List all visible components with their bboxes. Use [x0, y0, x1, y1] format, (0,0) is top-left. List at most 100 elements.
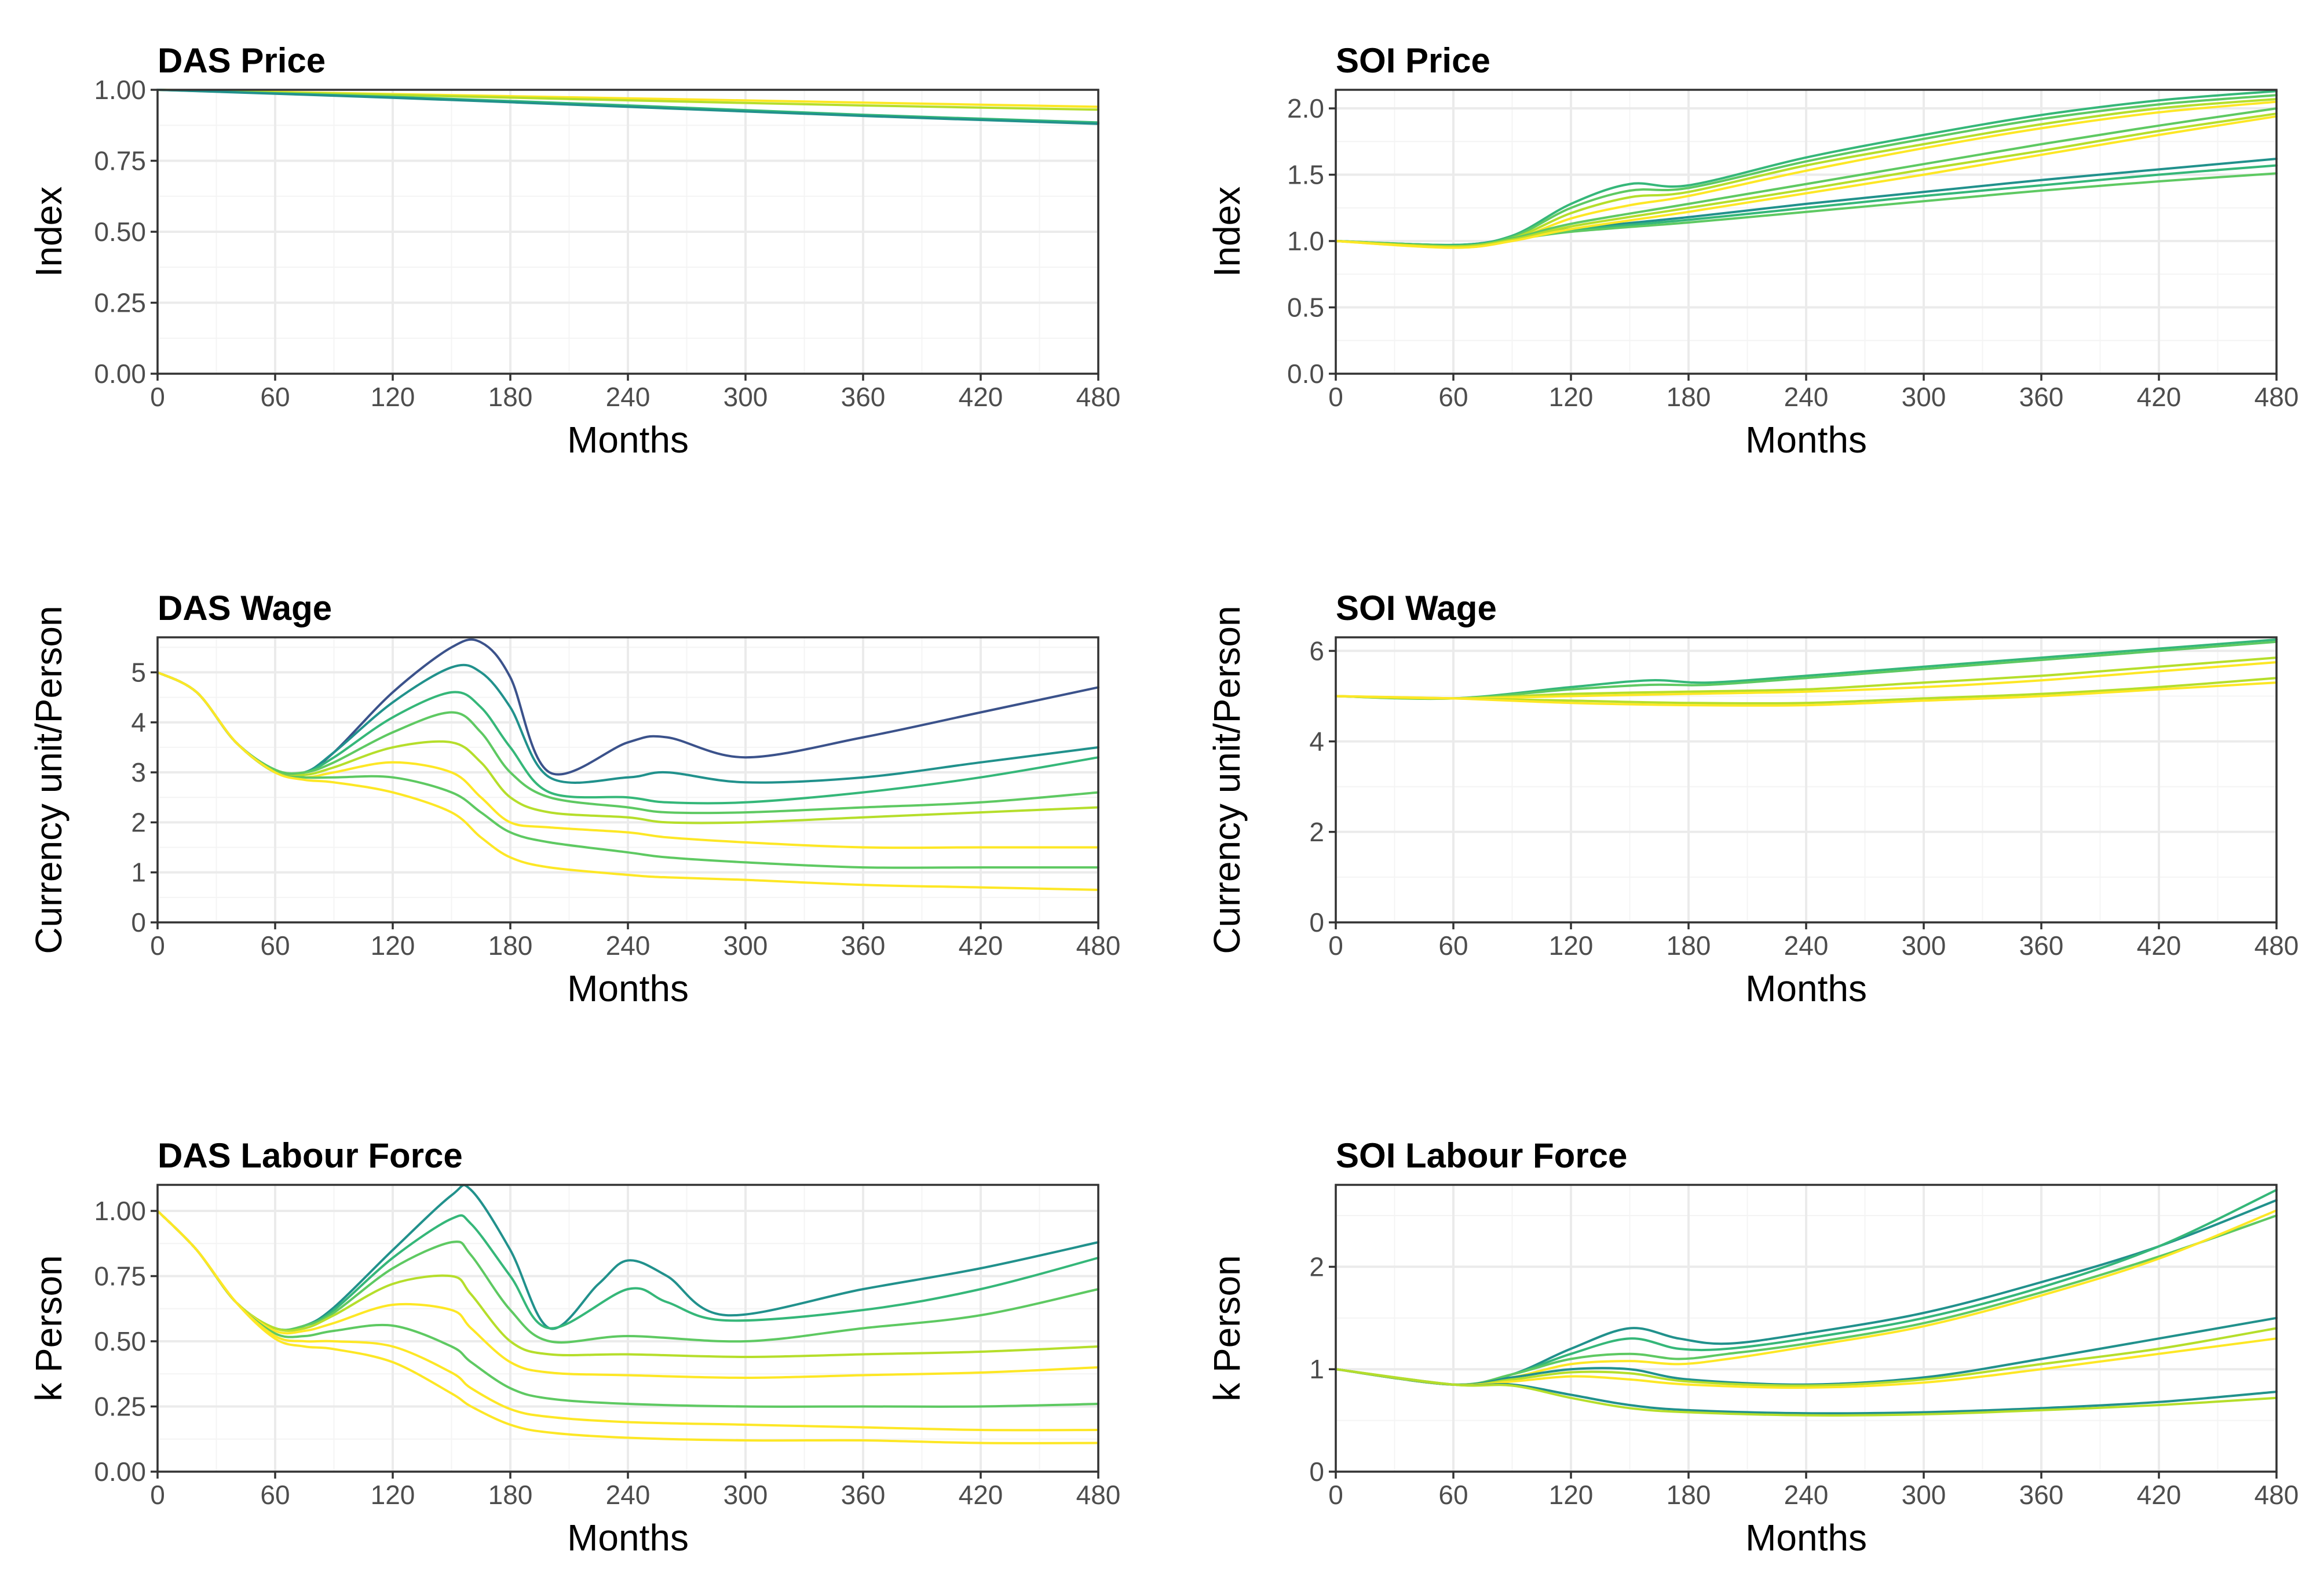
soi-wage-x-tick-label: 480	[2254, 930, 2299, 961]
das-price-panel: 0 60 120 180 240 300 360 420 480 0.00 0.25 0.50 0.75…	[28, 41, 1120, 461]
soi-price-y-tick-label: 1.0	[1287, 226, 1324, 256]
das-labour-x-tick-label: 300	[723, 1480, 768, 1510]
das-wage-x-tick-label: 180	[488, 930, 533, 961]
soi-labour-y-tick-label: 1	[1309, 1354, 1324, 1384]
soi-wage-x-tick-label: 240	[1784, 930, 1829, 961]
das-price-series-line	[156, 89, 1099, 125]
soi-price-x-tick-label: 480	[2254, 382, 2299, 412]
das-labour-series-line	[156, 1210, 1099, 1444]
das-labour-panel: 0 60 120 180 240 300 360 420 480 0.00 0.25 0.50 0.75…	[28, 1136, 1120, 1559]
das-wage-x-tick-label: 60	[260, 930, 290, 961]
soi-wage-panel: 0 60 120 180 240 300 360 420 480 0 2 4 6 SOI Wage Mont…	[1206, 589, 2299, 1009]
soi-labour-x-tick-label: 420	[2137, 1480, 2182, 1510]
soi-labour-x-tick-label: 300	[1902, 1480, 1946, 1510]
soi-price-series-line	[1335, 112, 2278, 248]
das-price-y-tick-label: 0.75	[94, 146, 146, 176]
soi-price-series-line	[1335, 115, 2278, 249]
das-labour-series-line	[156, 1210, 1099, 1358]
soi-labour-y-tick-label: 2	[1309, 1251, 1324, 1282]
das-labour-y-tick-label: 0.00	[94, 1457, 146, 1487]
das-wage-title: DAS Wage	[158, 589, 332, 627]
das-labour-y-axis-label: k Person	[28, 1255, 70, 1402]
das-wage-y-tick-label: 0	[131, 907, 146, 937]
soi-price-x-tick-label: 360	[2019, 382, 2064, 412]
das-wage-y-tick-label: 3	[131, 757, 146, 787]
soi-labour-series-line	[1335, 1327, 2278, 1387]
soi-labour-panel: 0 60 120 180 240 300 360 420 480 0 1 2 SOI Labour Fo…	[1206, 1136, 2299, 1559]
soi-labour-x-tick-label: 240	[1784, 1480, 1829, 1510]
soi-labour-series-line	[1335, 1316, 2278, 1386]
soi-wage-y-tick-label: 4	[1309, 727, 1324, 757]
das-wage-y-tick-label: 2	[131, 807, 146, 837]
das-wage-x-tick-label: 240	[606, 930, 651, 961]
das-price-x-tick-label: 0	[150, 382, 165, 412]
das-labour-title: DAS Labour Force	[158, 1136, 463, 1175]
soi-price-y-tick-label: 0.0	[1287, 359, 1324, 389]
soi-wage-x-tick-label: 0	[1328, 930, 1343, 961]
soi-wage-x-axis-label: Months	[1745, 968, 1867, 1009]
soi-labour-x-axis-label: Months	[1745, 1517, 1867, 1559]
das-price-y-tick-label: 0.50	[94, 217, 146, 247]
soi-wage-y-tick-label: 2	[1309, 817, 1324, 847]
soi-labour-series-line	[1335, 1214, 2278, 1386]
das-labour-y-tick-label: 0.25	[94, 1392, 146, 1422]
das-price-x-tick-label: 420	[959, 382, 1003, 412]
soi-labour-y-tick-label: 0	[1309, 1457, 1324, 1487]
soi-wage-title: SOI Wage	[1336, 589, 1497, 627]
das-labour-x-tick-label: 360	[841, 1480, 886, 1510]
soi-price-y-axis-label: Index	[1206, 187, 1248, 278]
soi-price-title: SOI Price	[1336, 41, 1490, 80]
soi-wage-series-line	[1335, 640, 2278, 700]
das-labour-x-tick-label: 180	[488, 1480, 533, 1510]
soi-price-x-tick-label: 180	[1667, 382, 1711, 412]
soi-price-x-axis-label: Months	[1745, 419, 1867, 461]
das-wage-x-tick-label: 480	[1076, 930, 1121, 961]
das-price-x-axis-label: Months	[567, 419, 689, 461]
das-wage-series-line	[156, 671, 1099, 815]
soi-wage-y-tick-label: 0	[1309, 907, 1324, 937]
das-wage-x-tick-label: 0	[150, 930, 165, 961]
soi-labour-x-tick-label: 360	[2019, 1480, 2064, 1510]
soi-wage-x-tick-label: 360	[2019, 930, 2064, 961]
das-price-y-tick-label: 1.00	[94, 75, 146, 105]
das-wage-x-axis-label: Months	[567, 968, 689, 1009]
das-price-series-line	[156, 89, 1099, 111]
das-wage-y-tick-label: 5	[131, 657, 146, 687]
soi-labour-y-axis-label: k Person	[1206, 1255, 1248, 1402]
das-price-x-tick-label: 240	[606, 382, 651, 412]
soi-labour-x-tick-label: 0	[1328, 1480, 1343, 1510]
soi-labour-series-line	[1335, 1368, 2278, 1417]
das-labour-x-tick-label: 0	[150, 1480, 165, 1510]
das-labour-x-tick-label: 120	[371, 1480, 415, 1510]
das-wage-y-tick-label: 1	[131, 857, 146, 888]
das-wage-y-tick-label: 4	[131, 707, 146, 738]
soi-price-x-tick-label: 420	[2137, 382, 2182, 412]
das-wage-x-tick-label: 300	[723, 930, 768, 961]
das-labour-y-tick-label: 0.75	[94, 1261, 146, 1291]
soi-labour-x-tick-label: 480	[2254, 1480, 2299, 1510]
das-wage-series-line	[156, 671, 1099, 891]
soi-price-panel: 0 60 120 180 240 300 360 420 480 0.0 0.5 1.0 1.5 2.0 S…	[1206, 41, 2299, 461]
das-labour-series-line	[156, 1210, 1099, 1432]
soi-wage-series-line	[1335, 681, 2278, 707]
das-price-y-axis-label: Index	[28, 187, 70, 278]
soi-wage-x-tick-label: 300	[1902, 930, 1946, 961]
soi-price-y-tick-label: 0.5	[1287, 293, 1324, 323]
soi-wage-x-tick-label: 420	[2137, 930, 2182, 961]
das-price-x-tick-label: 300	[723, 382, 768, 412]
das-price-x-tick-label: 120	[371, 382, 415, 412]
das-labour-series-line	[156, 1210, 1099, 1408]
das-labour-series-line	[156, 1210, 1099, 1379]
soi-wage-x-tick-label: 180	[1667, 930, 1711, 961]
das-wage-x-tick-label: 120	[371, 930, 415, 961]
das-price-x-tick-label: 360	[841, 382, 886, 412]
soi-labour-x-tick-label: 120	[1549, 1480, 1594, 1510]
das-labour-x-tick-label: 420	[959, 1480, 1003, 1510]
das-wage-x-tick-label: 360	[841, 930, 886, 961]
das-labour-x-tick-label: 480	[1076, 1480, 1121, 1510]
soi-labour-title: SOI Labour Force	[1336, 1136, 1627, 1175]
soi-price-x-tick-label: 300	[1902, 382, 1946, 412]
das-labour-y-tick-label: 0.50	[94, 1326, 146, 1356]
soi-price-x-tick-label: 240	[1784, 382, 1829, 412]
